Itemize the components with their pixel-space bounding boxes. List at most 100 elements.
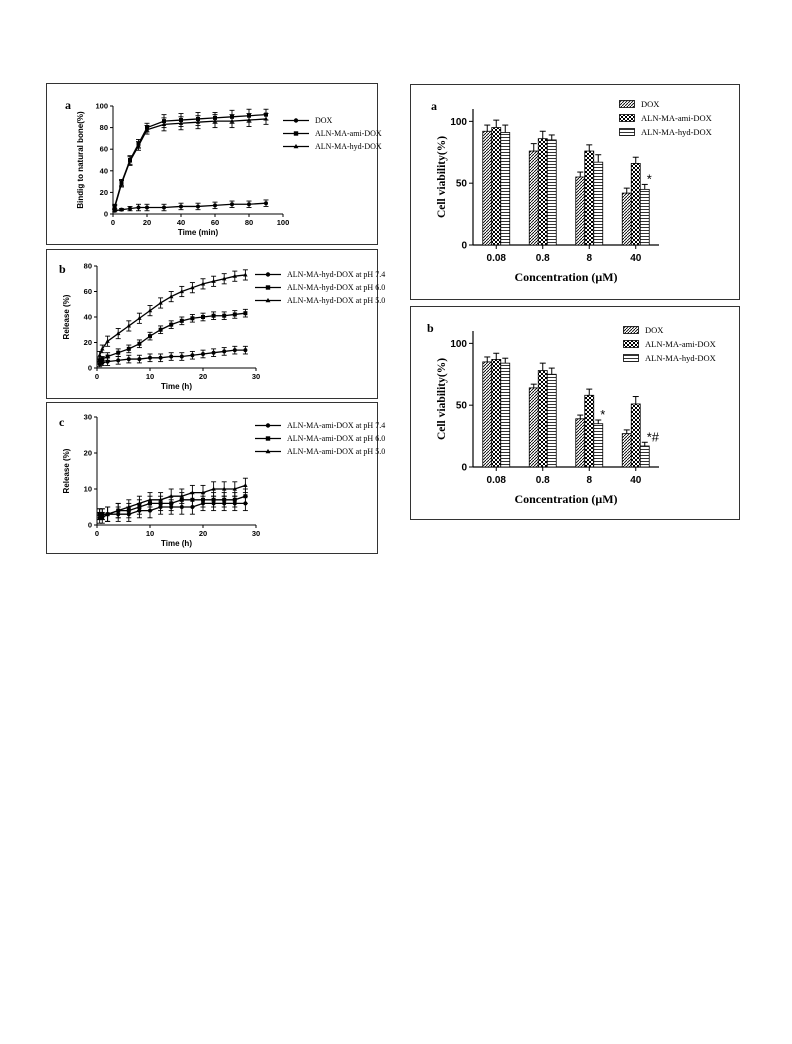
data-point xyxy=(243,311,248,316)
data-point xyxy=(195,119,201,124)
series-circle xyxy=(112,199,269,213)
legend-mark-svg xyxy=(255,272,281,277)
legend-label: DOX xyxy=(315,116,333,125)
plot-area: 0 50 100 0.08 0.8 8 * 40 *# Concentration (μM) Cel… xyxy=(436,331,660,506)
x-axis-label: Concentration (μM) xyxy=(514,492,617,506)
legend: ALN-MA-hyd-DOX at pH 7.4 ALN-MA-hyd-DOX … xyxy=(255,268,385,307)
x-tick-label: 40 xyxy=(177,218,185,227)
legend: ALN-MA-ami-DOX at pH 7.4 ALN-MA-ami-DOX … xyxy=(255,419,385,458)
legend-label: DOX xyxy=(641,99,660,109)
data-point xyxy=(136,143,141,148)
data-point xyxy=(169,322,174,327)
y-tick-label: 100 xyxy=(95,102,108,111)
legend-line-circle xyxy=(255,421,281,430)
data-point xyxy=(158,355,163,360)
legend-label: ALN-MA-ami-DOX xyxy=(315,129,382,138)
data-point xyxy=(179,318,184,323)
data-point xyxy=(169,354,174,359)
legend-entry: ALN-MA-ami-DOX xyxy=(619,111,712,125)
data-point xyxy=(147,308,153,313)
data-point xyxy=(212,118,218,123)
data-point xyxy=(211,497,216,502)
bar xyxy=(491,359,502,468)
bar xyxy=(621,192,632,246)
data-point xyxy=(263,116,269,121)
legend-line-triangle xyxy=(283,142,309,151)
data-point xyxy=(158,327,163,332)
data-point xyxy=(137,341,142,346)
release-chart-ami: 0 10 20 30 0 10 20 30 Time (h) Release (%) xyxy=(62,413,260,549)
data-point xyxy=(145,205,149,210)
legend-label: ALN-MA-hyd-DOX xyxy=(315,142,382,151)
y-tick-label: 40 xyxy=(84,313,92,322)
x-axis-label: Time (h) xyxy=(161,539,192,548)
legend-entry: ALN-MA-ami-DOX xyxy=(623,337,716,351)
data-point xyxy=(100,511,105,516)
legend-swatch-hyd xyxy=(619,128,635,136)
legend-entry: ALN-MA-ami-DOX xyxy=(283,127,382,140)
bar xyxy=(584,394,595,468)
data-point xyxy=(161,121,167,126)
panel-right-a: a 0 50 100 0.08 0.8 8 40 * Concentration (μM) Cel… xyxy=(410,84,740,300)
legend-entry: ALN-MA-ami-DOX at pH 5.0 xyxy=(255,445,385,458)
legend-swatch-svg xyxy=(623,354,639,362)
legend-label: ALN-MA-ami-DOX at pH 5.0 xyxy=(287,447,386,456)
data-point xyxy=(247,202,251,207)
data-point xyxy=(144,127,150,132)
data-point xyxy=(128,206,132,211)
data-point xyxy=(243,494,248,499)
legend-swatch-svg xyxy=(619,128,635,136)
legend-label: DOX xyxy=(645,325,664,335)
series-line xyxy=(99,274,246,356)
series-triangle xyxy=(112,113,269,211)
x-axis-label: Concentration (μM) xyxy=(514,270,617,284)
data-point xyxy=(232,312,237,317)
legend-swatch xyxy=(619,114,635,122)
data-point xyxy=(116,331,121,336)
plot-area: 0 20 40 60 80 0 10 20 30 Time (h) Release (%) xyxy=(62,262,260,392)
data-point xyxy=(211,278,216,283)
data-point xyxy=(222,313,227,318)
legend-entry: DOX xyxy=(283,114,382,127)
legend-mark-svg xyxy=(283,131,309,136)
legend-mark-svg xyxy=(255,297,281,303)
legend-entry: DOX xyxy=(623,323,716,337)
x-tick-label: 0.8 xyxy=(536,475,550,486)
legend-mark-svg xyxy=(255,285,281,290)
bar xyxy=(482,361,493,468)
data-point xyxy=(119,181,124,186)
x-tick-label: 20 xyxy=(199,529,207,538)
x-axis-label: Time (min) xyxy=(178,228,219,237)
y-tick-label: 20 xyxy=(84,449,92,458)
legend-label: ALN-MA-hyd-DOX at pH 5.0 xyxy=(287,296,386,305)
legend-marker xyxy=(265,423,271,428)
bar xyxy=(528,150,539,246)
legend-label: ALN-MA-hyd-DOX at pH 7.4 xyxy=(287,270,386,279)
bar xyxy=(537,370,548,468)
x-tick-label: 0 xyxy=(111,218,115,227)
legend-entry: ALN-MA-hyd-DOX at pH 7.4 xyxy=(255,268,385,281)
legend-label: ALN-MA-hyd-DOX at pH 6.0 xyxy=(287,283,386,292)
data-point xyxy=(116,358,121,363)
legend-line-circle xyxy=(283,116,309,125)
x-tick-label: 30 xyxy=(252,529,260,538)
data-point xyxy=(162,205,166,210)
legend-marker xyxy=(265,272,271,277)
legend-label: ALN-MA-ami-DOX xyxy=(645,339,716,349)
series-triangle xyxy=(97,477,248,522)
data-point xyxy=(137,315,142,320)
legend-entry: ALN-MA-ami-DOX at pH 7.4 xyxy=(255,419,385,432)
y-axis-label: Cell viability(%) xyxy=(436,358,448,440)
legend-swatch xyxy=(623,340,639,348)
data-point xyxy=(179,204,183,209)
data-point xyxy=(222,349,227,354)
x-tick-label: 8 xyxy=(586,253,592,264)
legend-swatch xyxy=(619,100,635,108)
legend-entry: ALN-MA-ami-DOX at pH 6.0 xyxy=(255,432,385,445)
x-tick-label: 80 xyxy=(245,218,253,227)
panel-right-b: b 0 50 100 0.08 0.8 8 * 40 *# Concentration (μM) C… xyxy=(410,306,740,520)
series-square xyxy=(97,308,248,364)
y-axis-label: Bindig to natural bone(%) xyxy=(76,111,85,209)
legend-entry: ALN-MA-hyd-DOX at pH 6.0 xyxy=(255,281,385,294)
data-point xyxy=(178,120,184,125)
